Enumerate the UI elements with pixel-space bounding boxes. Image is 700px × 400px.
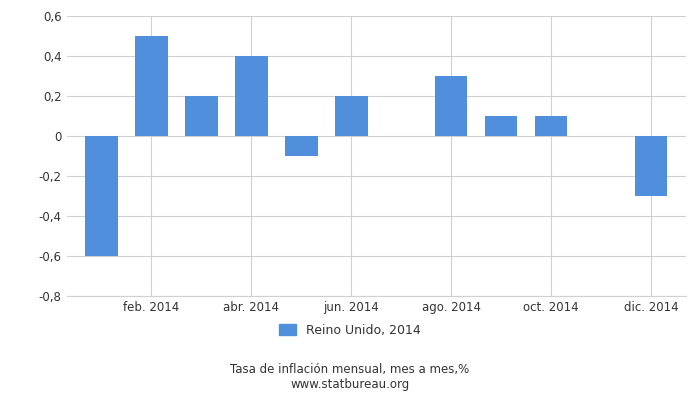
Bar <box>85 136 118 256</box>
Bar <box>235 56 267 136</box>
Bar <box>135 36 168 136</box>
Bar <box>635 136 667 196</box>
Bar <box>186 96 218 136</box>
Bar <box>485 116 517 136</box>
Text: www.statbureau.org: www.statbureau.org <box>290 378 410 391</box>
Bar <box>335 96 368 136</box>
Bar <box>535 116 567 136</box>
Text: Tasa de inflación mensual, mes a mes,%: Tasa de inflación mensual, mes a mes,% <box>230 364 470 376</box>
Bar <box>435 76 468 136</box>
Bar <box>285 136 318 156</box>
Legend: Reino Unido, 2014: Reino Unido, 2014 <box>274 319 426 342</box>
